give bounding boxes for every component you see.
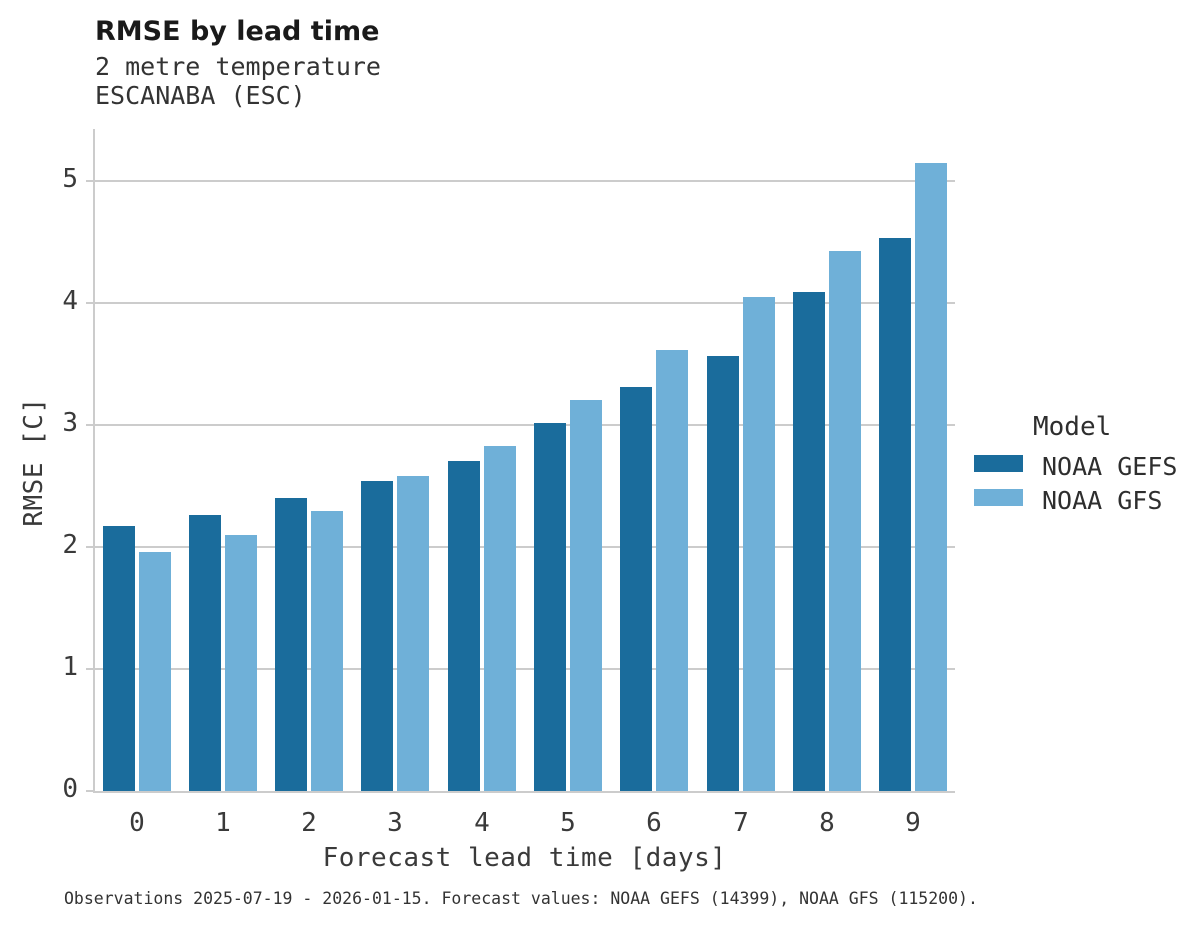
x-tick-label-6: 6 <box>646 808 662 838</box>
y-tick-label-3: 3 <box>62 408 78 438</box>
bar-noaa-gefs-day-7 <box>707 356 739 791</box>
y-axis-spine <box>93 129 95 793</box>
y-tick-mark-2 <box>86 546 93 548</box>
bar-noaa-gefs-day-9 <box>879 238 911 791</box>
legend-title: Model <box>1033 412 1112 442</box>
gridline-1 <box>94 668 955 670</box>
y-tick-label-0: 0 <box>62 774 78 804</box>
y-tick-mark-1 <box>86 668 93 670</box>
bar-noaa-gfs-day-8 <box>829 251 861 791</box>
y-tick-label-2: 2 <box>62 530 78 560</box>
x-tick-label-4: 4 <box>474 808 490 838</box>
bar-noaa-gefs-day-2 <box>275 498 307 791</box>
bar-noaa-gefs-day-1 <box>189 515 221 791</box>
bar-noaa-gfs-day-3 <box>397 476 429 791</box>
gridline-2 <box>94 546 955 548</box>
x-tick-label-9: 9 <box>905 808 921 838</box>
bar-noaa-gfs-day-4 <box>484 446 516 791</box>
y-tick-mark-0 <box>86 790 93 792</box>
x-tick-label-5: 5 <box>560 808 576 838</box>
bar-noaa-gfs-day-1 <box>225 535 257 791</box>
gridline-3 <box>94 424 955 426</box>
bar-noaa-gefs-day-4 <box>448 461 480 791</box>
bar-noaa-gefs-day-3 <box>361 481 393 791</box>
x-tick-label-0: 0 <box>129 808 145 838</box>
x-tick-label-3: 3 <box>387 808 403 838</box>
y-tick-label-4: 4 <box>62 286 78 316</box>
bar-noaa-gfs-day-9 <box>915 163 947 791</box>
footer-note: Observations 2025-07-19 - 2026-01-15. Fo… <box>64 889 978 908</box>
y-tick-mark-3 <box>86 424 93 426</box>
bar-noaa-gfs-day-2 <box>311 511 343 791</box>
bar-noaa-gefs-day-5 <box>534 423 566 791</box>
plot-area <box>86 129 955 793</box>
bar-noaa-gfs-day-0 <box>139 552 171 791</box>
gridline-4 <box>94 302 955 304</box>
bar-noaa-gfs-day-5 <box>570 400 602 791</box>
y-tick-mark-5 <box>86 180 93 182</box>
bar-noaa-gefs-day-0 <box>103 526 135 791</box>
x-axis-spine <box>93 791 955 793</box>
chart-subtitle-variable: 2 metre temperature <box>95 52 381 81</box>
y-tick-mark-4 <box>86 302 93 304</box>
gridline-5 <box>94 180 955 182</box>
chart-subtitle-station: ESCANABA (ESC) <box>95 81 306 110</box>
y-tick-label-5: 5 <box>62 164 78 194</box>
x-axis-title: Forecast lead time [days] <box>322 843 727 873</box>
bar-noaa-gfs-day-7 <box>743 297 775 791</box>
legend-label: NOAA GFS <box>1042 486 1163 515</box>
bar-noaa-gefs-day-8 <box>793 292 825 791</box>
bar-noaa-gefs-day-6 <box>620 387 652 791</box>
legend-swatch-noaa-gefs <box>974 455 1023 472</box>
legend-swatch-noaa-gfs <box>974 489 1023 506</box>
x-tick-label-2: 2 <box>301 808 317 838</box>
y-tick-label-1: 1 <box>62 652 78 682</box>
legend-label: NOAA GEFS <box>1042 452 1178 481</box>
x-tick-label-7: 7 <box>733 808 749 838</box>
x-tick-label-8: 8 <box>819 808 835 838</box>
chart-title: RMSE by lead time <box>95 16 380 47</box>
bar-noaa-gfs-day-6 <box>656 350 688 791</box>
x-tick-label-1: 1 <box>215 808 231 838</box>
